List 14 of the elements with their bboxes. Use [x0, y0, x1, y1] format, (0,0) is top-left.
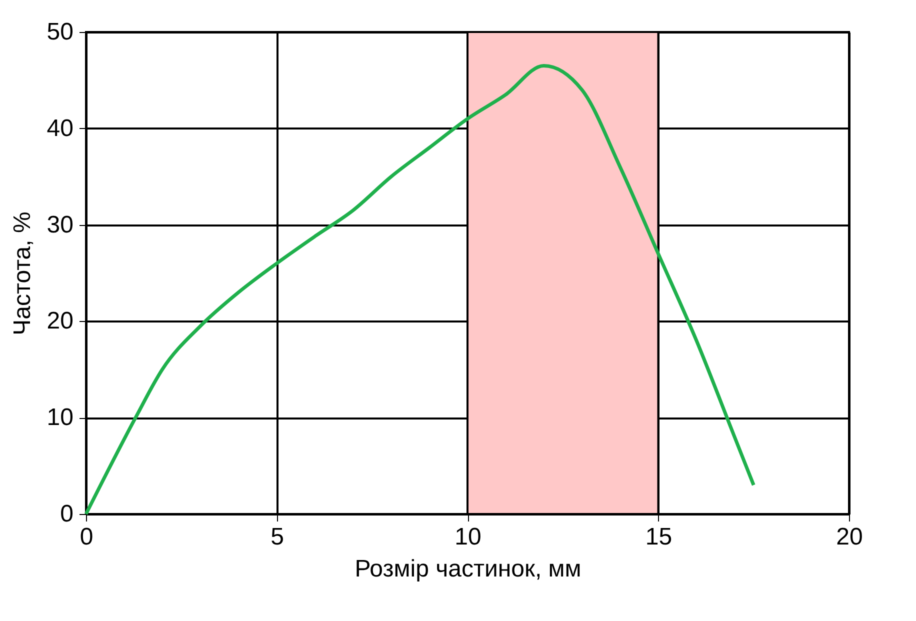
x-tick-label: 10: [454, 524, 482, 550]
y-tick-label: 30: [46, 211, 74, 238]
x-tick-label: 15: [645, 524, 672, 550]
x-axis-title: Розмір частинок, мм: [354, 556, 582, 582]
y-tick-label: 40: [46, 114, 74, 142]
x-tick-label: 5: [270, 524, 284, 550]
x-tick-label: 0: [80, 524, 94, 550]
y-axis-title: Частота, %: [8, 212, 36, 336]
line-series: [84, 64, 756, 516]
x-tick-label: 20: [836, 524, 863, 550]
y-tick-label: 20: [46, 308, 74, 335]
y-tick-label: 50: [46, 18, 74, 46]
y-tick-label: 10: [46, 404, 74, 432]
y-tick-label: 0: [60, 500, 74, 528]
